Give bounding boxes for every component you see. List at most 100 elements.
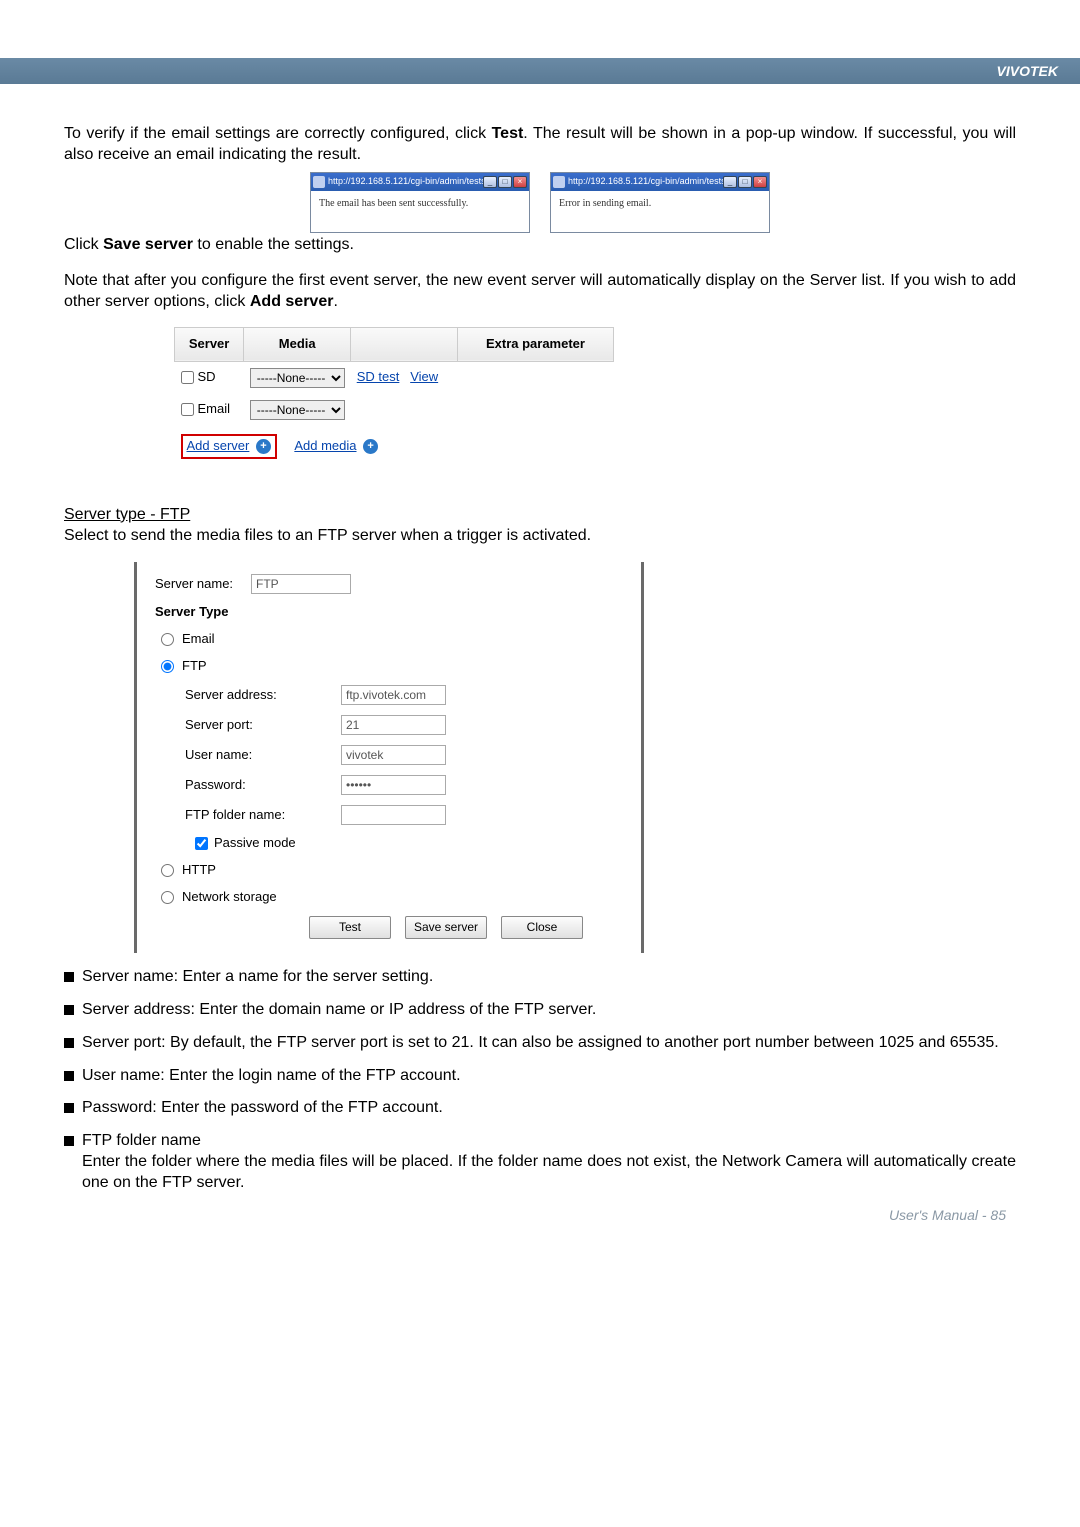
list-item: Server address: Enter the domain name or… bbox=[64, 1000, 1016, 1021]
ftp-dialog-wrap: Server name: Server Type Email FTP Serve… bbox=[64, 562, 1016, 953]
table-header-row: Server Media Extra parameter bbox=[175, 327, 614, 361]
radio-label: HTTP bbox=[182, 862, 216, 879]
radio-http[interactable] bbox=[161, 864, 174, 877]
server-name-input[interactable] bbox=[251, 574, 351, 594]
text: To verify if the email settings are corr… bbox=[64, 125, 492, 142]
bullet-text: User name: Enter the login name of the F… bbox=[82, 1066, 1016, 1087]
radio-email[interactable] bbox=[161, 633, 174, 646]
bullet-icon bbox=[64, 1071, 74, 1081]
page-content: To verify if the email settings are corr… bbox=[0, 84, 1080, 1244]
email-checkbox[interactable] bbox=[181, 403, 194, 416]
bullet-icon bbox=[64, 972, 74, 982]
radio-network-storage[interactable] bbox=[161, 891, 174, 904]
email-media-select[interactable]: -----None----- bbox=[250, 400, 345, 420]
popup-url: http://192.168.5.121/cgi-bin/admin/tests… bbox=[328, 176, 483, 188]
cell-server: SD bbox=[175, 361, 244, 394]
popup-body: The email has been sent successfully. bbox=[311, 191, 529, 232]
server-address-input[interactable] bbox=[341, 685, 446, 705]
minimize-icon[interactable]: _ bbox=[723, 176, 737, 188]
list-item: Server name: Enter a name for the server… bbox=[64, 967, 1016, 988]
page-footer: User's Manual - 85 bbox=[64, 1206, 1016, 1224]
close-icon[interactable]: × bbox=[513, 176, 527, 188]
sd-checkbox[interactable] bbox=[181, 371, 194, 384]
popup-titlebar: http://192.168.5.121/cgi-bin/admin/tests… bbox=[551, 173, 769, 191]
text: to enable the settings. bbox=[193, 236, 354, 253]
add-server-highlight: Add server + bbox=[181, 434, 278, 459]
cell-links: SD test View bbox=[351, 361, 458, 394]
popup-url: http://192.168.5.121/cgi-bin/admin/tests… bbox=[568, 176, 723, 188]
add-server-bold: Add server bbox=[250, 293, 334, 310]
server-table-wrap: Server Media Extra parameter SD -----Non… bbox=[64, 327, 1016, 465]
popup-body: Error in sending email. bbox=[551, 191, 769, 232]
radio-label: Network storage bbox=[182, 889, 277, 906]
brand-text: VIVOTEK bbox=[997, 63, 1058, 79]
col-extra: Extra parameter bbox=[457, 327, 613, 361]
label: Email bbox=[198, 401, 231, 416]
intro-paragraph: To verify if the email settings are corr… bbox=[64, 124, 1016, 166]
text: Enter the folder where the media files w… bbox=[82, 1152, 1016, 1194]
ftp-section-heading: Server type - FTP bbox=[64, 505, 1016, 526]
add-server-link[interactable]: Add server bbox=[187, 438, 250, 453]
bullet-text: FTP folder name Enter the folder where t… bbox=[82, 1131, 1016, 1193]
server-address-label: Server address: bbox=[185, 687, 341, 704]
bullet-icon bbox=[64, 1103, 74, 1113]
list-item: Server port: By default, the FTP server … bbox=[64, 1033, 1016, 1054]
ftp-folder-label: FTP folder name: bbox=[185, 807, 341, 824]
list-item: FTP folder name Enter the folder where t… bbox=[64, 1131, 1016, 1193]
add-row: Add server + Add media + bbox=[175, 426, 614, 465]
popup-examples: http://192.168.5.121/cgi-bin/admin/tests… bbox=[64, 172, 1016, 233]
footer-text: User's Manual - 85 bbox=[889, 1207, 1006, 1223]
server-name-label: Server name: bbox=[155, 576, 251, 593]
plus-icon[interactable]: + bbox=[363, 439, 378, 454]
bullet-text: Server address: Enter the domain name or… bbox=[82, 1000, 1016, 1021]
list-item: Password: Enter the password of the FTP … bbox=[64, 1098, 1016, 1119]
sd-test-link[interactable]: SD test bbox=[357, 369, 400, 384]
col-media: Media bbox=[244, 327, 351, 361]
list-item: User name: Enter the login name of the F… bbox=[64, 1066, 1016, 1087]
maximize-icon[interactable]: □ bbox=[498, 176, 512, 188]
popup-error: http://192.168.5.121/cgi-bin/admin/tests… bbox=[550, 172, 770, 233]
cell-media: -----None----- bbox=[244, 361, 351, 394]
col-server: Server bbox=[175, 327, 244, 361]
sd-media-select[interactable]: -----None----- bbox=[250, 368, 345, 388]
table-row: Email -----None----- bbox=[175, 394, 614, 426]
test-button[interactable]: Test bbox=[309, 916, 391, 940]
view-link[interactable]: View bbox=[410, 369, 438, 384]
radio-label: Email bbox=[182, 631, 215, 648]
plus-icon[interactable]: + bbox=[256, 439, 271, 454]
dialog-buttons: Test Save server Close bbox=[155, 916, 623, 940]
close-icon[interactable]: × bbox=[753, 176, 767, 188]
password-input[interactable] bbox=[341, 775, 446, 795]
add-media-link[interactable]: Add media bbox=[294, 438, 356, 453]
note-paragraph: Note that after you configure the first … bbox=[64, 271, 1016, 313]
ftp-section-sub: Select to send the media files to an FTP… bbox=[64, 526, 1016, 547]
passive-mode-label: Passive mode bbox=[214, 835, 296, 852]
text: . bbox=[333, 293, 337, 310]
cell-media: -----None----- bbox=[244, 394, 351, 426]
radio-ftp[interactable] bbox=[161, 660, 174, 673]
server-port-label: Server port: bbox=[185, 717, 341, 734]
bullet-text: Server name: Enter a name for the server… bbox=[82, 967, 1016, 988]
close-button[interactable]: Close bbox=[501, 916, 583, 940]
minimize-icon[interactable]: _ bbox=[483, 176, 497, 188]
save-server-button[interactable]: Save server bbox=[405, 916, 487, 940]
radio-ftp-row: FTP bbox=[161, 658, 623, 675]
text: Note that after you configure the first … bbox=[64, 272, 1016, 310]
server-port-input[interactable] bbox=[341, 715, 446, 735]
bullet-text: Password: Enter the password of the FTP … bbox=[82, 1098, 1016, 1119]
bullet-list: Server name: Enter a name for the server… bbox=[64, 967, 1016, 1193]
label: SD bbox=[198, 369, 216, 384]
text: Click bbox=[64, 236, 103, 253]
save-server-bold: Save server bbox=[103, 236, 193, 253]
cell-server: Email bbox=[175, 394, 244, 426]
server-type-heading: Server Type bbox=[155, 604, 623, 621]
bullet-icon bbox=[64, 1005, 74, 1015]
user-name-input[interactable] bbox=[341, 745, 446, 765]
radio-http-row: HTTP bbox=[161, 862, 623, 879]
ftp-fields: Server address: Server port: User name: … bbox=[155, 685, 623, 852]
passive-mode-checkbox[interactable] bbox=[195, 837, 208, 850]
window-controls: _ □ × bbox=[483, 176, 527, 188]
maximize-icon[interactable]: □ bbox=[738, 176, 752, 188]
bullet-text: Server port: By default, the FTP server … bbox=[82, 1033, 1016, 1054]
ftp-folder-input[interactable] bbox=[341, 805, 446, 825]
